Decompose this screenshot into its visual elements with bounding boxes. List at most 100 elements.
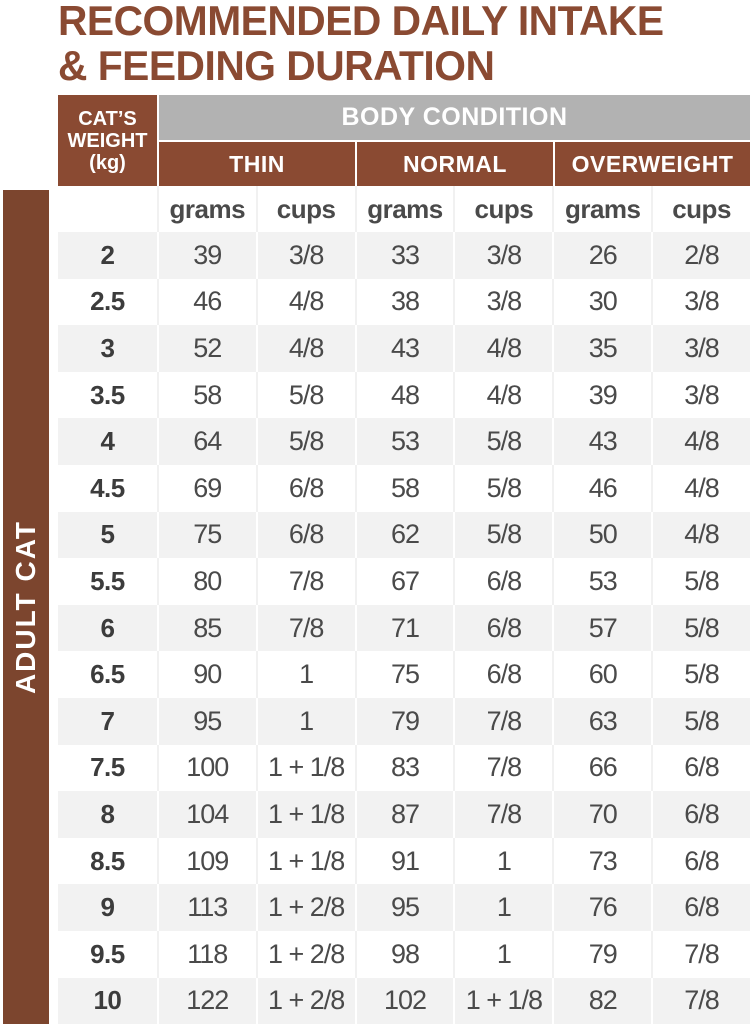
overweight-grams-cell: 66 bbox=[552, 744, 651, 792]
table-header: CAT’S WEIGHT (kg) BODY CONDITION THIN NO… bbox=[58, 95, 750, 186]
overweight-grams-cell: 26 bbox=[552, 232, 651, 279]
normal-grams-cell: 53 bbox=[354, 418, 454, 465]
unit-header-thin-cups: cups bbox=[255, 186, 355, 232]
normal-cups-cell: 5/8 bbox=[453, 511, 552, 559]
thin-grams-cell: 90 bbox=[156, 651, 256, 698]
thin-grams-cell: 64 bbox=[156, 418, 256, 465]
normal-grams-cell: 38 bbox=[354, 278, 454, 326]
normal-cups-cell: 3/8 bbox=[453, 278, 552, 326]
condition-header-overweight: OVERWEIGHT bbox=[555, 142, 750, 186]
table-row: 2.5 46 4/8 38 3/8 30 3/8 bbox=[58, 278, 750, 326]
overweight-grams-cell: 60 bbox=[552, 651, 651, 698]
overweight-cups-cell: 2/8 bbox=[651, 232, 750, 279]
table-body: 2 39 3/8 33 3/8 26 2/8 2.5 46 4/8 38 3/8 30 3/8 3 52 4/8… bbox=[58, 232, 750, 1024]
overweight-grams-cell: 79 bbox=[552, 930, 651, 978]
feeding-table: CAT’S WEIGHT (kg) BODY CONDITION THIN NO… bbox=[58, 95, 750, 1024]
thin-grams-cell: 109 bbox=[156, 837, 256, 885]
overweight-cups-cell: 5/8 bbox=[651, 651, 750, 698]
weight-cell: 8.5 bbox=[90, 845, 125, 876]
overweight-cups-cell: 6/8 bbox=[651, 791, 750, 838]
normal-cups-cell: 1 bbox=[453, 884, 552, 931]
thin-grams-cell: 118 bbox=[156, 930, 256, 978]
table-row: 4 64 5/8 53 5/8 43 4/8 bbox=[58, 418, 750, 465]
normal-cups-cell: 7/8 bbox=[453, 697, 552, 745]
unit-header-row: grams cups grams cups grams cups bbox=[58, 186, 750, 232]
title-line-2: & FEEDING DURATION bbox=[58, 42, 495, 89]
normal-grams-cell: 58 bbox=[354, 464, 454, 512]
normal-grams-cell: 71 bbox=[354, 604, 454, 652]
table-row: 9 113 1 + 2/8 95 1 76 6/8 bbox=[58, 884, 750, 931]
unit-header-normal-cups: cups bbox=[453, 186, 552, 232]
thin-grams-cell: 58 bbox=[156, 371, 256, 419]
unit-header-overweight-cups: cups bbox=[651, 186, 750, 232]
thin-grams-cell: 75 bbox=[156, 511, 256, 559]
table-row: 9.5 118 1 + 2/8 98 1 79 7/8 bbox=[58, 930, 750, 978]
normal-cups-cell: 7/8 bbox=[453, 744, 552, 792]
normal-grams-cell: 102 bbox=[354, 977, 454, 1024]
overweight-cups-cell: 3/8 bbox=[651, 325, 750, 372]
thin-cups-cell: 6/8 bbox=[255, 464, 355, 512]
weight-cell: 5 bbox=[100, 519, 115, 550]
overweight-grams-cell: 63 bbox=[552, 697, 651, 745]
normal-cups-cell: 1 bbox=[453, 837, 552, 885]
overweight-grams-cell: 43 bbox=[552, 418, 651, 465]
thin-cups-cell: 1 bbox=[255, 697, 355, 745]
thin-cups-cell: 4/8 bbox=[255, 325, 355, 372]
thin-cups-cell: 3/8 bbox=[255, 232, 355, 279]
weight-cell: 6 bbox=[100, 612, 115, 643]
table-row: 4.5 69 6/8 58 5/8 46 4/8 bbox=[58, 464, 750, 512]
thin-grams-cell: 85 bbox=[156, 604, 256, 652]
sidebar-label: ADULT CAT bbox=[10, 519, 41, 695]
overweight-grams-cell: 50 bbox=[552, 511, 651, 559]
normal-grams-cell: 95 bbox=[354, 884, 454, 931]
condition-header-normal: NORMAL bbox=[357, 142, 553, 186]
weight-cell: 9.5 bbox=[90, 938, 125, 969]
weight-cell: 6.5 bbox=[90, 659, 125, 690]
overweight-cups-cell: 5/8 bbox=[651, 558, 750, 605]
normal-grams-cell: 75 bbox=[354, 651, 454, 698]
table-row: 6 85 7/8 71 6/8 57 5/8 bbox=[58, 604, 750, 652]
normal-grams-cell: 43 bbox=[354, 325, 454, 372]
weight-cell: 7.5 bbox=[90, 752, 125, 783]
normal-grams-cell: 87 bbox=[354, 791, 454, 838]
weight-cell: 3.5 bbox=[90, 379, 125, 410]
thin-cups-cell: 1 bbox=[255, 651, 355, 698]
overweight-cups-cell: 6/8 bbox=[651, 744, 750, 792]
normal-cups-cell: 4/8 bbox=[453, 371, 552, 419]
thin-cups-cell: 1 + 1/8 bbox=[255, 837, 355, 885]
normal-cups-cell: 1 + 1/8 bbox=[453, 977, 552, 1024]
normal-grams-cell: 79 bbox=[354, 697, 454, 745]
overweight-grams-cell: 73 bbox=[552, 837, 651, 885]
thin-grams-cell: 100 bbox=[156, 744, 256, 792]
thin-cups-cell: 7/8 bbox=[255, 558, 355, 605]
page-title: RECOMMENDED DAILY INTAKE & FEEDING DURAT… bbox=[58, 0, 664, 88]
thin-cups-cell: 1 + 1/8 bbox=[255, 791, 355, 838]
normal-grams-cell: 33 bbox=[354, 232, 454, 279]
adult-cat-sidebar: ADULT CAT bbox=[3, 190, 49, 1024]
normal-grams-cell: 48 bbox=[354, 371, 454, 419]
table-row: 10 122 1 + 2/8 102 1 + 1/8 82 7/8 bbox=[58, 977, 750, 1024]
thin-grams-cell: 46 bbox=[156, 278, 256, 326]
normal-cups-cell: 6/8 bbox=[453, 604, 552, 652]
normal-cups-cell: 1 bbox=[453, 930, 552, 978]
table-row: 6.5 90 1 75 6/8 60 5/8 bbox=[58, 651, 750, 698]
thin-grams-cell: 104 bbox=[156, 791, 256, 838]
thin-cups-cell: 7/8 bbox=[255, 604, 355, 652]
unit-header-overweight-grams: grams bbox=[552, 186, 651, 232]
thin-cups-cell: 1 + 1/8 bbox=[255, 744, 355, 792]
overweight-cups-cell: 4/8 bbox=[651, 511, 750, 559]
normal-cups-cell: 4/8 bbox=[453, 325, 552, 372]
overweight-grams-cell: 46 bbox=[552, 464, 651, 512]
table-row: 5 75 6/8 62 5/8 50 4/8 bbox=[58, 511, 750, 559]
normal-grams-cell: 83 bbox=[354, 744, 454, 792]
overweight-grams-cell: 70 bbox=[552, 791, 651, 838]
table-row: 5.5 80 7/8 67 6/8 53 5/8 bbox=[58, 558, 750, 605]
overweight-grams-cell: 39 bbox=[552, 371, 651, 419]
table-row: 7.5 100 1 + 1/8 83 7/8 66 6/8 bbox=[58, 744, 750, 792]
thin-grams-cell: 39 bbox=[156, 232, 256, 279]
condition-header-thin: THIN bbox=[159, 142, 355, 186]
overweight-grams-cell: 82 bbox=[552, 977, 651, 1024]
unit-header-spacer bbox=[58, 186, 157, 232]
overweight-cups-cell: 7/8 bbox=[651, 930, 750, 978]
overweight-cups-cell: 3/8 bbox=[651, 278, 750, 326]
